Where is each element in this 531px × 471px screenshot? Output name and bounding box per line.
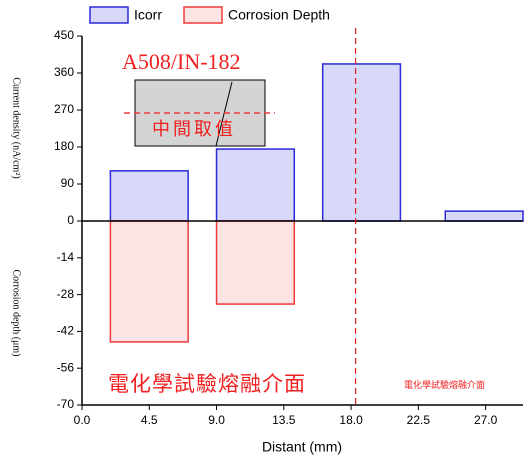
- x-tick-label: 9.0: [208, 413, 225, 427]
- bar: [109, 170, 189, 222]
- legend-label: Icorr: [134, 7, 162, 23]
- bar: [321, 63, 402, 222]
- x-tick-label: 27.0: [474, 413, 498, 427]
- y-tick-label: 360: [54, 65, 74, 79]
- bar: [215, 220, 296, 305]
- x-tick-label: 4.5: [141, 413, 158, 427]
- y2-tick-label: -56: [57, 360, 75, 374]
- legend-swatch: [89, 6, 129, 24]
- annotation: 中間取值: [152, 119, 236, 139]
- y-tick-label: 270: [54, 102, 74, 116]
- x-axis-label: Distant (mm): [262, 439, 342, 455]
- y2-tick-label: -70: [57, 397, 75, 411]
- x-tick-label: 0.0: [74, 413, 91, 427]
- y2-tick-label: -28: [57, 287, 75, 301]
- annotation-line: [215, 81, 233, 147]
- legend-swatch: [183, 6, 223, 24]
- y2-tick-label: -14: [57, 250, 75, 264]
- annotation: 電化學試驗熔融介面: [404, 379, 485, 390]
- x-tick-label: 18.0: [339, 413, 363, 427]
- y-tick-label: 0: [67, 213, 74, 227]
- y-tick-label: 90: [61, 176, 75, 190]
- y-tick-label: 180: [54, 139, 74, 153]
- x-tick-label: 13.5: [272, 413, 296, 427]
- y2-axis-label: Corrosion depth (μm): [11, 269, 22, 356]
- x-tick-label: 22.5: [407, 413, 431, 427]
- annotation: A508/IN-182: [122, 49, 241, 74]
- legend-label: Corrosion Depth: [228, 7, 330, 23]
- bar: [444, 210, 524, 222]
- annotation: 電化學試驗熔融介面: [108, 372, 306, 396]
- y2-tick-label: -42: [57, 324, 75, 338]
- bar: [215, 148, 296, 222]
- y-axis-label: Current density (nA/cm²): [11, 77, 22, 178]
- y-tick-label: 450: [54, 28, 74, 42]
- bar: [109, 220, 189, 343]
